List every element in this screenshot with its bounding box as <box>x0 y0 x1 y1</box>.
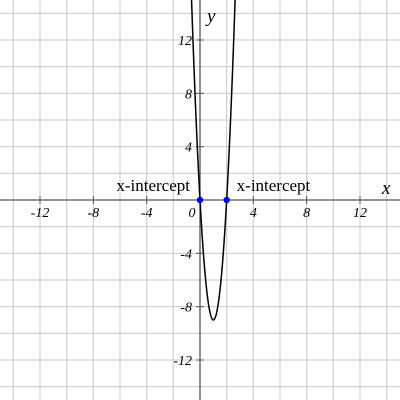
point <box>196 196 204 204</box>
x-tick-label: -4 <box>141 206 153 221</box>
y-axis-label: y <box>205 6 216 27</box>
x-tick-label: -8 <box>87 206 99 221</box>
x-tick-label: 8 <box>303 206 310 221</box>
x-tick-label: 12 <box>353 206 367 221</box>
x-axis-label: x <box>381 178 391 199</box>
y-tick-label: 8 <box>185 87 192 102</box>
point <box>223 196 230 204</box>
point-label: x-intercept <box>237 176 311 195</box>
y-tick-label: -8 <box>180 301 192 316</box>
x-tick-label: -12 <box>31 206 50 221</box>
x-tick-label: 4 <box>250 206 257 221</box>
y-tick-label: 4 <box>185 141 192 156</box>
y-tick-label: 12 <box>178 34 192 49</box>
y-tick-label: -12 <box>173 354 192 369</box>
y-tick-label: -4 <box>180 247 192 262</box>
point-label: x-intercept <box>116 176 190 195</box>
x-tick-label: 0 <box>189 206 196 221</box>
